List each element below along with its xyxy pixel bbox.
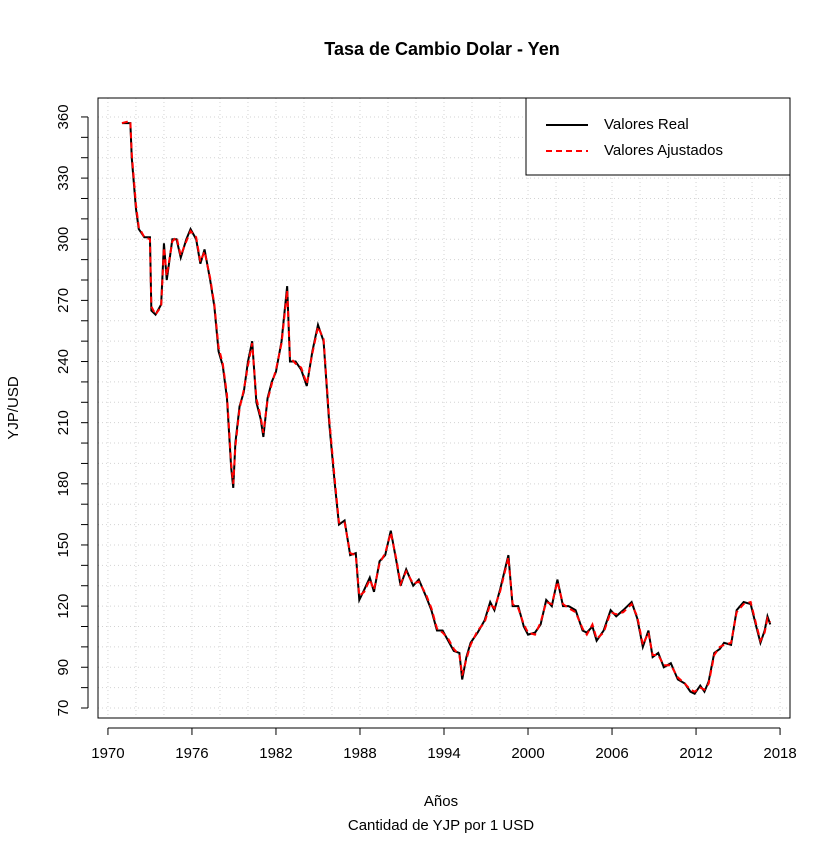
subtitle: Cantidad de YJP por 1 USD [348, 817, 534, 834]
x-tick-label: 1994 [427, 745, 460, 762]
y-tick-label: 360 [55, 104, 72, 129]
legend-box [525, 97, 791, 176]
y-tick-label: 180 [55, 471, 72, 496]
x-tick-label: 2006 [595, 745, 628, 762]
y-tick-label: 70 [55, 700, 72, 717]
x-axis-label: Años [424, 793, 458, 810]
x-tick-label: 2018 [763, 745, 796, 762]
y-tick-label: 150 [55, 532, 72, 557]
x-tick-label: 1970 [91, 745, 124, 762]
x-tick-label: 1988 [343, 745, 376, 762]
y-tick-label: 300 [55, 227, 72, 252]
chart-title: Tasa de Cambio Dolar - Yen [324, 39, 559, 59]
y-tick-label: 120 [55, 594, 72, 619]
x-tick-label: 1976 [175, 745, 208, 762]
x-tick-label: 2012 [679, 745, 712, 762]
legend-label: Valores Ajustados [604, 142, 723, 159]
legend-label: Valores Real [604, 116, 689, 133]
y-tick-label: 330 [55, 166, 72, 191]
x-tick-label: 2000 [511, 745, 544, 762]
plot-border [97, 97, 791, 719]
y-tick-label: 90 [55, 659, 72, 676]
series-line [121, 119, 772, 693]
x-tick-label: 1982 [259, 745, 292, 762]
y-tick-label: 270 [55, 288, 72, 313]
y-tick-label: 210 [55, 410, 72, 435]
y-axis-label: YJP/USD [5, 376, 22, 440]
y-tick-label: 240 [55, 349, 72, 374]
